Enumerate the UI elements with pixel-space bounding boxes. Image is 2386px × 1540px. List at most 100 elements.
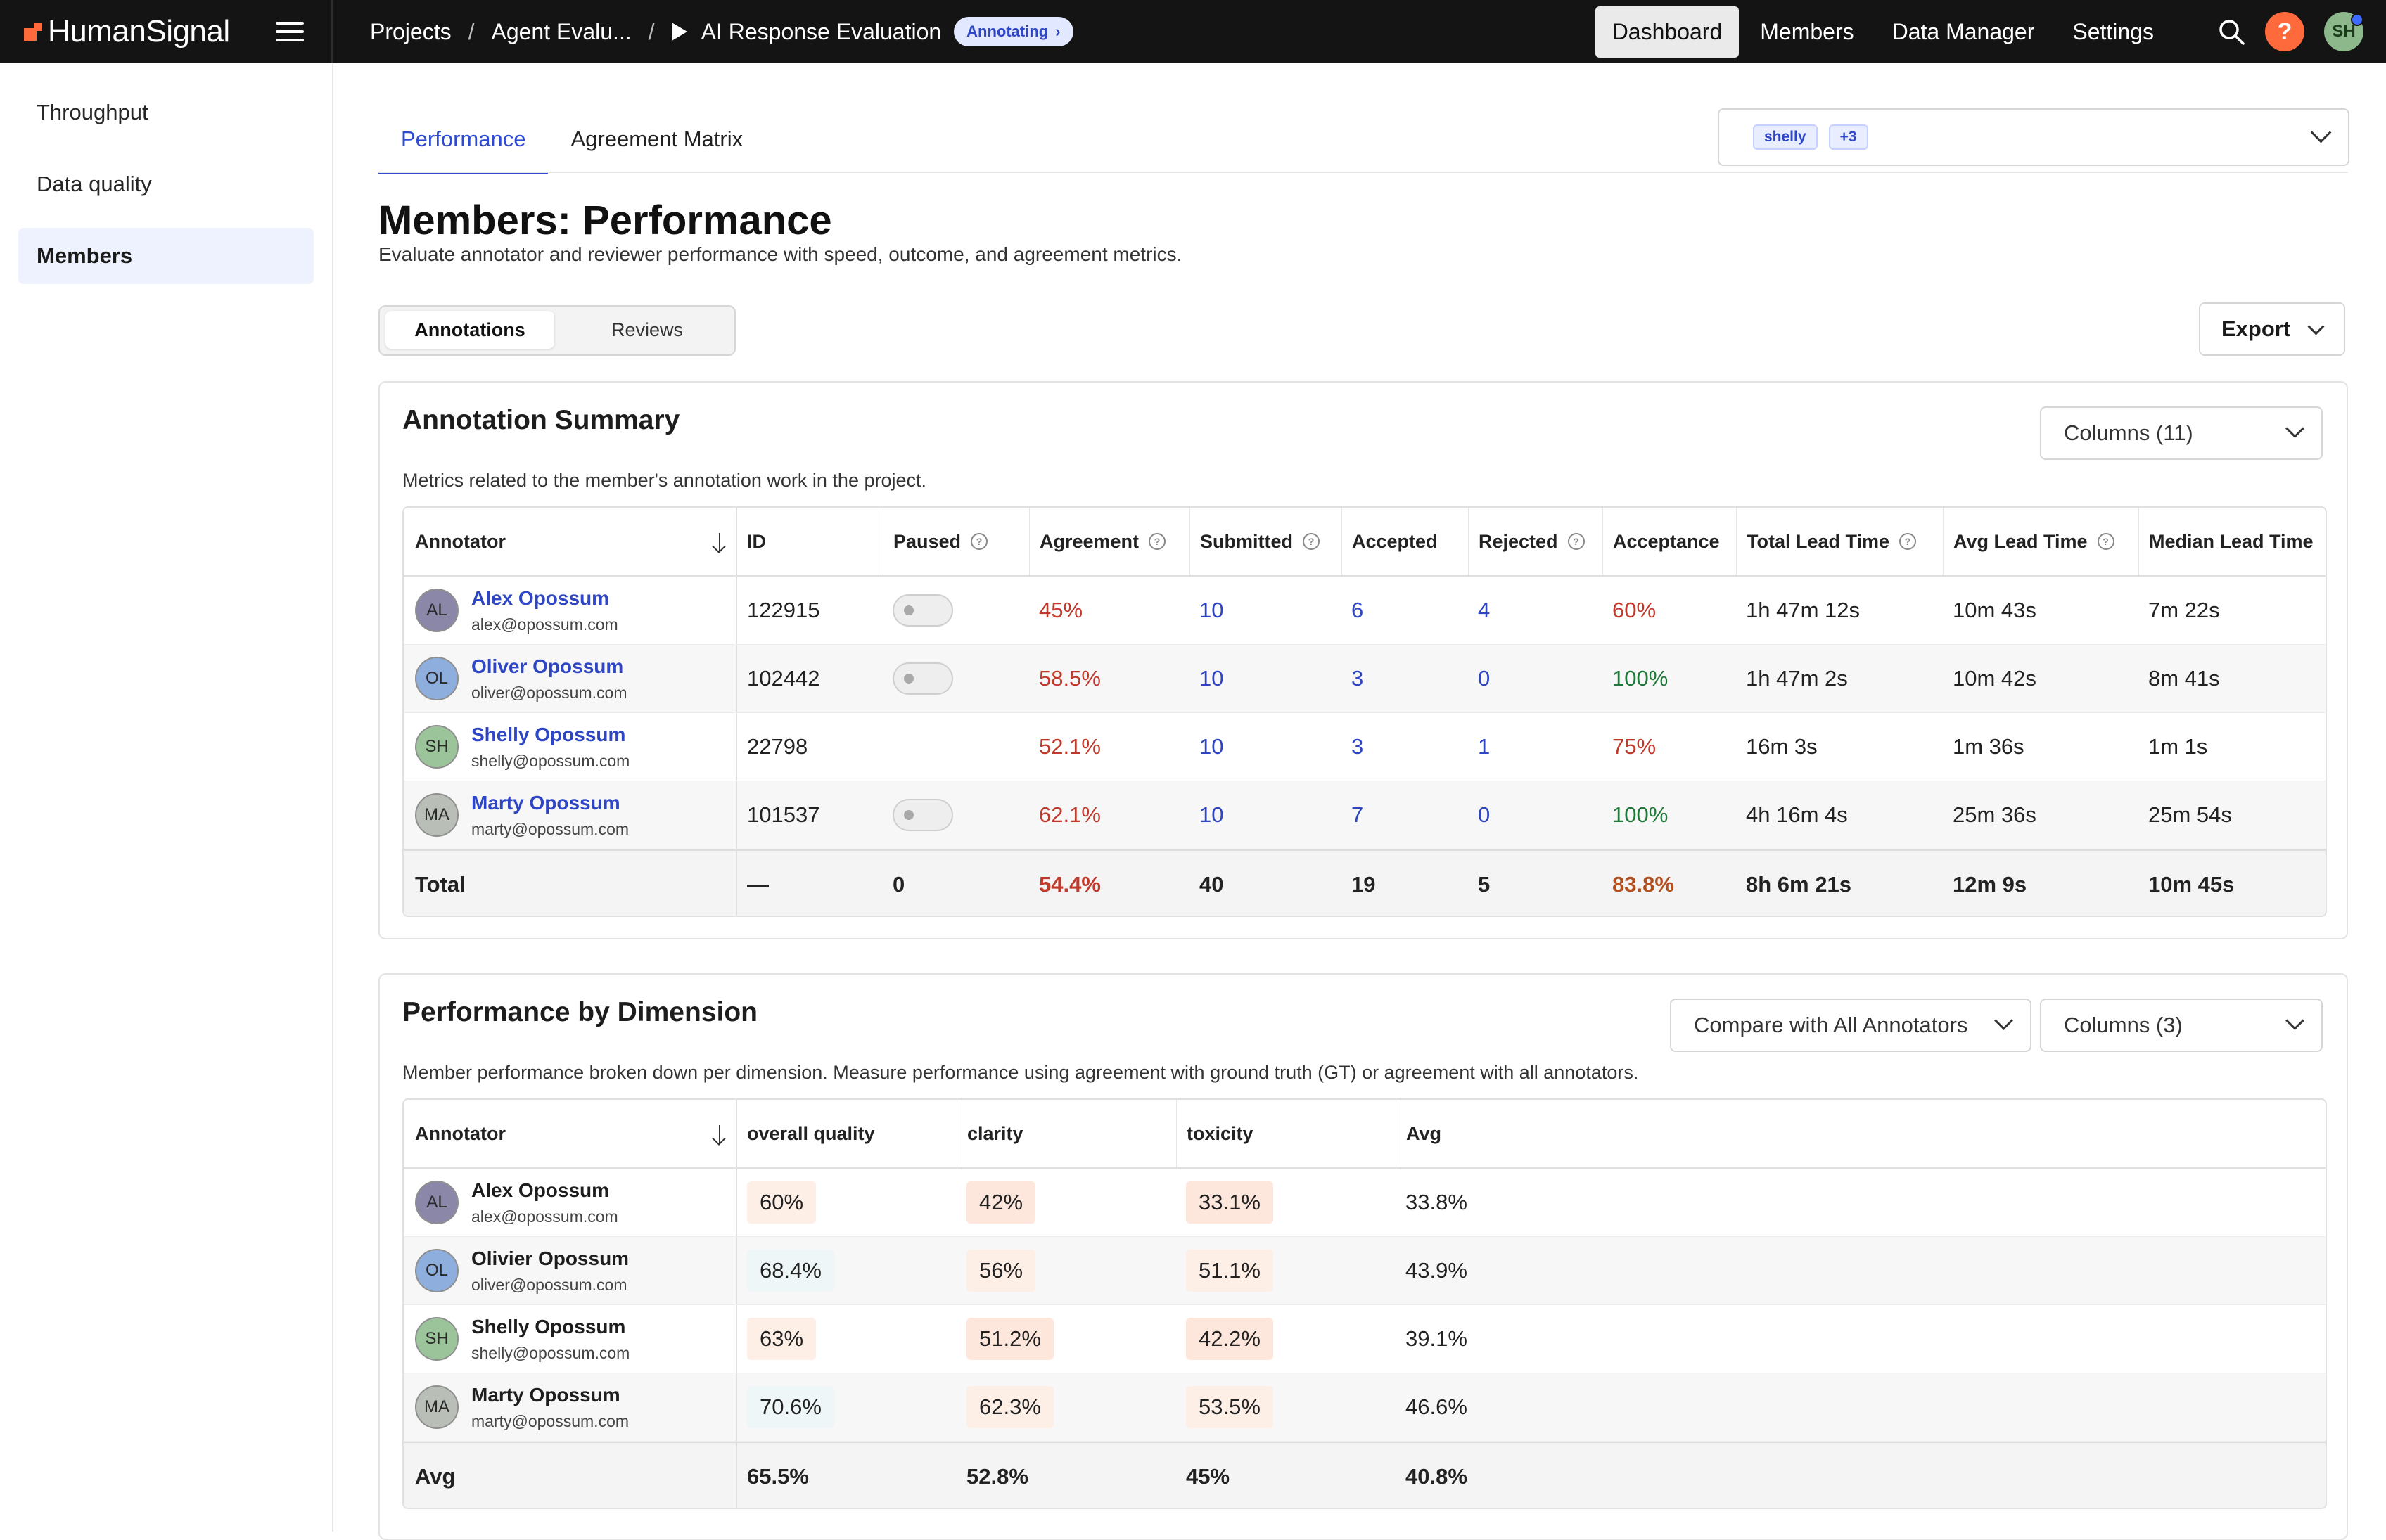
logo-text: HumanSignal	[48, 14, 230, 49]
help-icon[interactable]: ?	[2265, 12, 2304, 51]
column-header-agreement[interactable]: Agreement?	[1029, 508, 1189, 575]
tab-performance[interactable]: Performance	[378, 111, 549, 174]
avatar[interactable]: SH	[2324, 12, 2363, 51]
search-icon[interactable]	[2217, 18, 2245, 46]
info-icon[interactable]: ?	[1899, 533, 1917, 550]
nav-data-manager[interactable]: Data Manager	[1891, 18, 2035, 44]
nav-members[interactable]: Members	[1760, 18, 1854, 44]
column-header-paused[interactable]: Paused?	[883, 508, 1029, 575]
logo[interactable]: HumanSignal	[24, 14, 242, 49]
rejected-link[interactable]: 4	[1478, 598, 1491, 622]
annotator-name-link[interactable]: Alex Opossum	[471, 586, 610, 609]
column-header-acceptance[interactable]: Acceptance	[1602, 508, 1736, 575]
column-header-rejected[interactable]: Rejected?	[1468, 508, 1602, 575]
score-pill: 42.2%	[1186, 1318, 1273, 1360]
column-header-total-lead-time[interactable]: Total Lead Time?	[1736, 508, 1943, 575]
top-bar: HumanSignal Projects / Agent Evalu... / …	[0, 0, 2386, 63]
columns-dropdown[interactable]: Columns (3)	[2040, 999, 2323, 1052]
sidebar-item-data-quality[interactable]: Data quality	[37, 172, 152, 196]
tab-agreement-matrix[interactable]: Agreement Matrix	[570, 127, 744, 151]
annotator-cell: OL Oliver Opossum oliver@opossum.com	[404, 645, 737, 712]
columns-dropdown[interactable]: Columns (11)	[2040, 406, 2323, 460]
column-header-overall-quality[interactable]: overall quality	[747, 1122, 875, 1144]
column-header-toxicity[interactable]: toxicity	[1176, 1100, 1396, 1167]
breadcrumb-projects[interactable]: Projects	[370, 18, 452, 44]
submitted-link[interactable]: 10	[1199, 802, 1224, 827]
columns-dropdown-label: Columns (11)	[2064, 421, 2193, 445]
toggle-annotations[interactable]: Annotations	[385, 311, 554, 349]
annotator-email: marty@opossum.com	[471, 819, 630, 838]
info-icon[interactable]: ?	[2097, 533, 2114, 550]
avatar: MA	[415, 793, 459, 837]
breadcrumb-project[interactable]: AI Response Evaluation	[701, 18, 942, 44]
play-icon[interactable]	[671, 23, 687, 41]
info-icon[interactable]: ?	[1303, 533, 1320, 550]
menu-icon[interactable]	[276, 22, 304, 41]
total-paused: 0	[893, 872, 905, 897]
submitted-link[interactable]: 10	[1199, 598, 1224, 622]
sort-arrow-icon[interactable]	[719, 533, 720, 551]
avg-lead-time-cell: 25m 36s	[1953, 802, 2036, 827]
agreement-cell: 52.1%	[1039, 734, 1101, 759]
table-row: SH Shelly Opossum shelly@opossum.com 2279…	[404, 713, 2326, 781]
avg-toxicity: 45%	[1186, 1464, 1230, 1489]
annotator-name: Shelly Opossum	[471, 1315, 626, 1337]
table-header: Annotator ID Paused? Agreement? Submitte…	[404, 508, 2326, 577]
table-row: MA Marty Opossum marty@opossum.com 70.6% …	[404, 1373, 2326, 1442]
column-header-clarity[interactable]: clarity	[957, 1100, 1176, 1167]
table-row: AL Alex Opossum alex@opossum.com 60% 42% …	[404, 1169, 2326, 1237]
accepted-link[interactable]: 6	[1351, 598, 1364, 622]
toggle-reviews[interactable]: Reviews	[611, 319, 684, 340]
rejected-link[interactable]: 0	[1478, 802, 1491, 827]
avg-cell: 46.6%	[1405, 1394, 1467, 1419]
info-icon[interactable]: ?	[1149, 533, 1166, 550]
score-pill: 60%	[747, 1181, 817, 1224]
status-badge[interactable]: Annotating ›	[954, 17, 1073, 46]
avatar: SH	[415, 1317, 459, 1361]
column-header-submitted[interactable]: Submitted?	[1189, 508, 1341, 575]
column-header-avg[interactable]: Avg	[1396, 1100, 2326, 1167]
sidebar-item-throughput[interactable]: Throughput	[37, 100, 148, 124]
submitted-link[interactable]: 10	[1199, 666, 1224, 691]
info-icon[interactable]: ?	[1567, 533, 1585, 550]
logo-mark-icon	[24, 21, 45, 42]
column-header-id[interactable]: ID	[747, 530, 766, 552]
nav-settings[interactable]: Settings	[2072, 18, 2154, 44]
accepted-link[interactable]: 7	[1351, 802, 1364, 827]
overall-quality-cell: 63%	[737, 1305, 957, 1373]
filter-chip[interactable]: shelly	[1753, 124, 1818, 150]
median-lead-time-cell: 25m 54s	[2148, 802, 2232, 827]
annotator-name-link[interactable]: Marty Opossum	[471, 791, 620, 814]
paused-toggle[interactable]	[893, 799, 953, 831]
card-description: Member performance broken down per dimen…	[402, 1062, 1639, 1083]
annotator-email: oliver@opossum.com	[471, 683, 627, 702]
notification-dot	[2351, 13, 2363, 26]
sort-arrow-icon[interactable]	[719, 1125, 720, 1143]
rejected-link[interactable]: 0	[1478, 666, 1491, 691]
member-filter-select[interactable]: shelly +3	[1718, 108, 2349, 166]
rejected-link[interactable]: 1	[1478, 734, 1491, 759]
export-button[interactable]: Export	[2199, 302, 2345, 356]
paused-toggle[interactable]	[893, 594, 953, 627]
paused-toggle[interactable]	[893, 662, 953, 695]
accepted-link[interactable]: 3	[1351, 734, 1364, 759]
annotator-name-link[interactable]: Oliver Opossum	[471, 655, 624, 677]
chevron-right-icon: ›	[1055, 23, 1061, 40]
column-header-annotator[interactable]: Annotator	[404, 508, 737, 575]
table-total-row: Total — 0 54.4% 40 19 5 83.8% 8h 6m 21s …	[404, 849, 2326, 916]
breadcrumb-workspace[interactable]: Agent Evalu...	[491, 18, 632, 44]
sidebar-item-members[interactable]: Members	[18, 228, 314, 284]
accepted-link[interactable]: 3	[1351, 666, 1364, 691]
info-icon[interactable]: ?	[971, 533, 988, 550]
submitted-link[interactable]: 10	[1199, 734, 1224, 759]
compare-dropdown[interactable]: Compare with All Annotators	[1670, 999, 2031, 1052]
column-header-median-lead-time[interactable]: Median Lead Time	[2138, 508, 2326, 575]
column-header-accepted[interactable]: Accepted	[1341, 508, 1468, 575]
annotator-name-link[interactable]: Shelly Opossum	[471, 723, 626, 745]
card-description: Metrics related to the member's annotati…	[402, 470, 927, 491]
column-header-avg-lead-time[interactable]: Avg Lead Time?	[1943, 508, 2138, 575]
column-header-annotator[interactable]: Annotator	[404, 1100, 737, 1167]
filter-chip-more[interactable]: +3	[1828, 124, 1868, 150]
chevron-down-icon	[1994, 1011, 2013, 1030]
nav-dashboard[interactable]: Dashboard	[1595, 6, 1740, 58]
